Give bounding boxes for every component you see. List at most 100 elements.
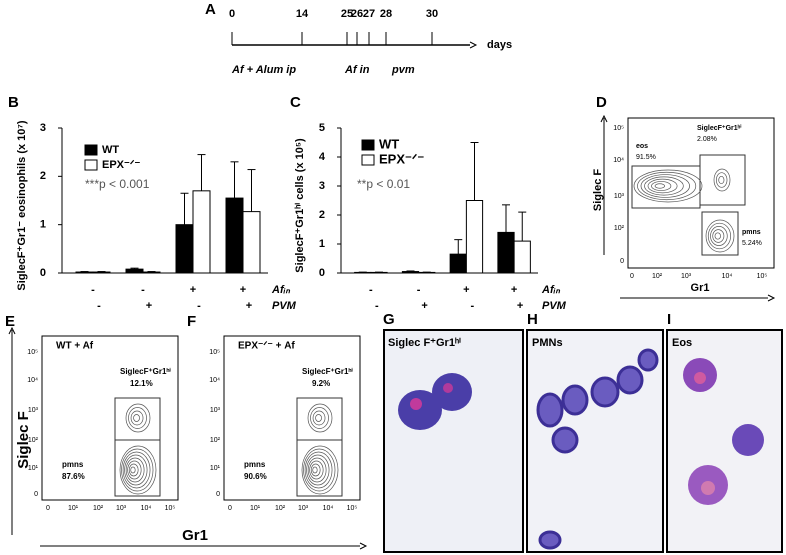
gate-label: pmns: [62, 460, 84, 469]
contour: [715, 172, 728, 188]
contour: [309, 460, 324, 480]
x-tick-label: 10²: [275, 505, 286, 512]
legend-swatch: [84, 159, 98, 171]
contour: [119, 445, 157, 495]
contour: [705, 219, 735, 253]
gate-label: SiglecF⁺Gr1ʰⁱ: [302, 366, 353, 376]
contour: [304, 451, 333, 489]
day-label: 30: [426, 8, 438, 20]
y-tick-label: 10²: [28, 437, 39, 444]
legend-label: WT: [379, 136, 399, 151]
bar: [125, 268, 144, 274]
bar: [449, 253, 467, 274]
gate: [699, 154, 746, 206]
y-tick-label: 10⁴: [209, 377, 220, 384]
legend-label: EPX⁻ᐟ⁻: [379, 151, 424, 166]
contour: [307, 403, 333, 433]
gate-percent: 12.1%: [130, 379, 153, 388]
flow-title: WT + Af: [56, 341, 94, 352]
gate-label: SiglecF⁺Gr1ʰⁱ: [120, 366, 171, 376]
y-tick-label: 10³: [28, 407, 39, 414]
condition-label: PVM: [542, 300, 567, 312]
contour: [127, 460, 142, 480]
gate-label: SiglecF⁺Gr1ʰⁱ: [697, 123, 741, 132]
flow-frame: [41, 335, 179, 501]
legend-label: WT: [102, 144, 119, 156]
gate-percent: 87.6%: [62, 472, 85, 481]
day-label: 26: [351, 8, 363, 20]
panel-letter: B: [8, 94, 19, 111]
panel-letter: I: [667, 311, 671, 328]
flow-title: EPX⁻ᐟ⁻ + Af: [238, 341, 295, 352]
y-tick-label: 10⁵: [209, 349, 220, 356]
condition-value: -: [97, 300, 101, 312]
contour: [637, 171, 697, 201]
contour: [128, 463, 139, 477]
arrow-head: [767, 294, 776, 302]
cells-i: [683, 358, 764, 505]
legend-swatch: [84, 144, 98, 156]
x-tick-label: 10⁴: [141, 505, 152, 512]
condition-value: -: [369, 284, 373, 296]
contour: [312, 410, 326, 426]
y-tick-label: 3: [40, 122, 46, 134]
micrograph-label: Siglec F⁺Gr1ʰⁱ: [388, 336, 461, 349]
contour: [633, 169, 703, 203]
gate-label: pmns: [742, 229, 761, 236]
contour: [128, 407, 147, 429]
bar: [465, 200, 484, 274]
annotation: **p < 0.01: [357, 177, 410, 191]
condition-value: -: [91, 284, 95, 296]
y-tick-label: 10¹: [210, 465, 221, 472]
contour: [315, 414, 322, 422]
contour: [647, 178, 678, 194]
contour: [651, 181, 672, 191]
contour: [644, 176, 684, 196]
y-axis-label: Siglec F: [592, 169, 604, 211]
y-tick-label: 10⁵: [613, 125, 624, 132]
y-tick-label: 0: [216, 491, 220, 498]
flow-frame: [627, 117, 775, 269]
micrograph-label: Eos: [672, 337, 692, 349]
contour: [122, 451, 151, 489]
x-tick-label: 10¹: [68, 505, 79, 512]
x-tick-label: 10⁵: [757, 273, 768, 280]
x-tick-label: 10³: [681, 273, 692, 280]
y-axis-label: Siglec F: [15, 411, 32, 469]
gate-label: pmns: [244, 460, 266, 469]
cells-h: [536, 348, 659, 550]
condition-label: PVM: [272, 300, 297, 312]
x-tick-label: 0: [630, 273, 634, 280]
x-tick-label: 10³: [116, 505, 127, 512]
condition-value: +: [240, 284, 246, 296]
contour: [130, 410, 144, 426]
contour: [121, 448, 154, 492]
contour: [306, 454, 330, 486]
y-tick-label: 1: [319, 238, 325, 250]
day-label: 14: [296, 8, 309, 20]
annotation: ***p < 0.001: [85, 177, 150, 191]
y-tick-label: 10²: [210, 437, 221, 444]
x-tick-label: 10²: [93, 505, 104, 512]
contour: [640, 174, 690, 198]
bar: [142, 271, 161, 274]
bar: [242, 211, 261, 274]
gate-percent: 5.24%: [742, 240, 762, 247]
condition-label: Afᵢₙ: [271, 284, 290, 296]
bar: [225, 197, 244, 274]
contour: [310, 463, 321, 477]
bar: [401, 271, 420, 274]
contour: [312, 466, 318, 474]
day-label: 25: [341, 8, 353, 20]
x-tick-label: 10³: [298, 505, 309, 512]
panel-letter: F: [187, 313, 196, 330]
panel-letter: E: [5, 313, 15, 330]
contour: [303, 448, 336, 492]
x-tick-label: 0: [228, 505, 232, 512]
panel-letter: C: [290, 94, 301, 111]
condition-value: +: [463, 284, 469, 296]
x-tick-label: 10⁵: [347, 505, 358, 512]
contour: [710, 226, 728, 246]
timeline-event: Af in: [344, 64, 370, 76]
